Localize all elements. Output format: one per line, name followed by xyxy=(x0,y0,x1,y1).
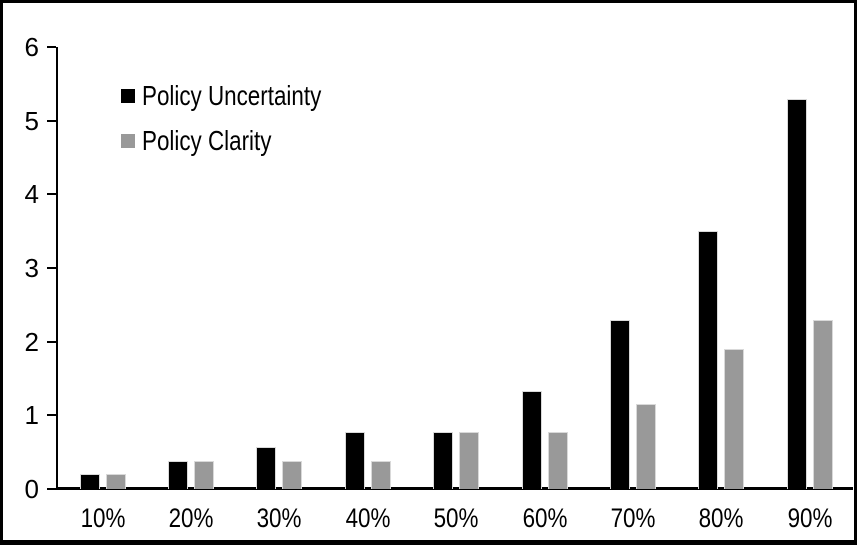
legend-item-policy-clarity: Policy Clarity xyxy=(121,118,366,163)
y-axis-tick-label: 3 xyxy=(24,252,39,283)
x-axis-category-label: 40% xyxy=(345,503,391,533)
bar-policy-uncertainty-60pct xyxy=(521,391,542,489)
legend: Policy Uncertainty Policy Clarity xyxy=(121,73,366,163)
bar-policy-clarity-50pct xyxy=(459,432,480,489)
x-axis-category-label: 20% xyxy=(168,503,214,533)
legend-item-policy-uncertainty: Policy Uncertainty xyxy=(121,73,366,118)
bar-policy-clarity-70pct xyxy=(635,404,656,489)
bar-policy-uncertainty-40pct xyxy=(344,432,365,489)
bar-policy-uncertainty-20pct xyxy=(167,461,188,489)
y-axis-tick xyxy=(47,193,56,196)
y-axis-tick-label: 2 xyxy=(24,326,39,357)
bar-policy-uncertainty-70pct xyxy=(609,320,630,489)
x-axis-category-label: 90% xyxy=(787,503,833,533)
y-axis-tick xyxy=(47,266,56,269)
y-axis-tick xyxy=(47,488,56,490)
x-axis-category-label: 80% xyxy=(698,503,744,533)
bar-policy-clarity-10pct xyxy=(105,474,126,489)
x-axis-category-label: 60% xyxy=(522,503,567,533)
legend-swatch-policy-clarity-icon xyxy=(121,133,135,148)
x-axis-category-label: 30% xyxy=(256,503,302,533)
bar-policy-clarity-60pct xyxy=(547,432,568,489)
bar-policy-clarity-80pct xyxy=(724,349,745,489)
bar-policy-uncertainty-50pct xyxy=(433,432,454,489)
y-axis-tick-label: 5 xyxy=(24,105,39,136)
bar-policy-uncertainty-30pct xyxy=(256,447,277,489)
y-axis-line xyxy=(56,47,58,489)
bar-policy-clarity-40pct xyxy=(370,461,391,489)
legend-swatch-policy-uncertainty-icon xyxy=(121,88,135,103)
bar-policy-clarity-90pct xyxy=(812,320,833,489)
bar-policy-clarity-30pct xyxy=(282,461,303,489)
x-axis-category-label: 50% xyxy=(433,503,479,533)
legend-label-policy-uncertainty: Policy Uncertainty xyxy=(142,79,322,111)
bar-policy-clarity-20pct xyxy=(193,461,214,489)
bar-policy-uncertainty-80pct xyxy=(698,231,719,489)
bar-policy-uncertainty-10pct xyxy=(79,474,100,489)
y-axis-tick-label: 0 xyxy=(24,474,39,504)
y-axis-tick-label: 4 xyxy=(24,179,39,210)
y-axis-tick xyxy=(47,340,56,343)
y-axis-tick-label: 1 xyxy=(24,400,39,431)
y-axis-tick xyxy=(47,414,56,417)
x-axis-category-label: 10% xyxy=(80,503,125,533)
y-axis-tick xyxy=(47,119,56,122)
x-axis-category-label: 70% xyxy=(610,503,656,533)
y-axis-tick-label: 6 xyxy=(24,31,39,62)
y-axis-tick xyxy=(47,45,56,48)
bar-policy-uncertainty-90pct xyxy=(786,99,807,489)
legend-label-policy-clarity: Policy Clarity xyxy=(142,124,272,156)
x-axis-line xyxy=(56,487,853,490)
